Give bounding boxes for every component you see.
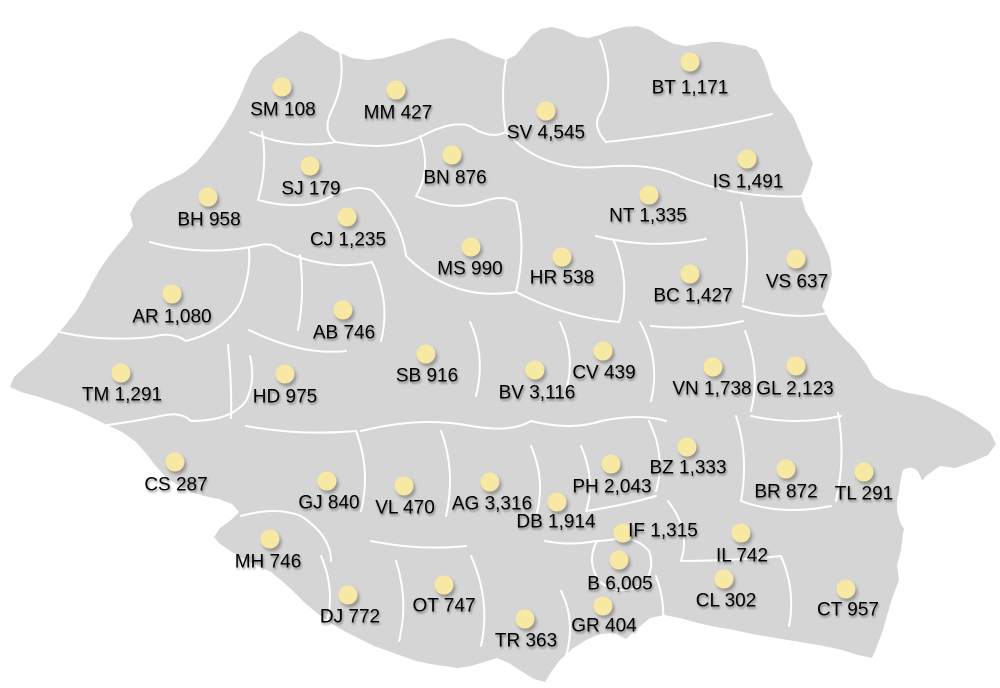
county-label: SV 4,545 <box>506 122 586 144</box>
county-marker-dot[interactable] <box>198 187 218 207</box>
coastal-lagoons <box>896 467 925 560</box>
county-label: BC 1,427 <box>653 285 733 307</box>
county-label: GJ 840 <box>298 492 360 514</box>
county-marker-dot[interactable] <box>338 585 358 605</box>
county-label: VS 637 <box>765 271 829 293</box>
county-marker-dot[interactable] <box>703 357 723 377</box>
county-marker-dot[interactable] <box>776 459 796 479</box>
county-label: MS 990 <box>437 258 503 280</box>
county-marker-dot[interactable] <box>737 149 757 169</box>
county-label: HR 538 <box>529 267 595 289</box>
county-label: DJ 772 <box>319 606 381 628</box>
county-marker-dot[interactable] <box>317 471 337 491</box>
county-marker-dot[interactable] <box>272 77 292 97</box>
county-label: BV 3,116 <box>498 382 576 404</box>
county-marker-dot[interactable] <box>111 363 131 383</box>
county-marker-dot[interactable] <box>300 156 320 176</box>
county-label: AB 746 <box>312 322 376 344</box>
county-borders-north <box>149 39 833 323</box>
county-marker-dot[interactable] <box>593 596 613 616</box>
county-marker-dot[interactable] <box>525 360 545 380</box>
map-land <box>10 26 996 682</box>
county-marker-dot[interactable] <box>680 52 700 72</box>
county-label: OT 747 <box>412 595 476 617</box>
county-marker-dot[interactable] <box>442 145 462 165</box>
county-marker-dot[interactable] <box>480 472 500 492</box>
county-marker-dot[interactable] <box>165 452 185 472</box>
county-label: SM 108 <box>250 99 316 121</box>
county-marker-dot[interactable] <box>260 529 280 549</box>
county-marker-dot[interactable] <box>593 341 613 361</box>
county-label: GL 2,123 <box>756 378 834 400</box>
county-marker-dot[interactable] <box>547 492 567 512</box>
county-marker-dot[interactable] <box>416 344 436 364</box>
county-marker-dot[interactable] <box>601 454 621 474</box>
county-label: BR 872 <box>754 481 818 503</box>
county-label: GR 404 <box>571 615 637 637</box>
county-label: CL 302 <box>695 590 757 612</box>
county-label: B 6,005 <box>587 573 653 595</box>
county-label: CS 287 <box>144 474 208 496</box>
county-label: IL 742 <box>715 545 769 567</box>
county-label: AG 3,316 <box>451 493 533 515</box>
county-marker-dot[interactable] <box>337 207 357 227</box>
county-label: SB 916 <box>395 365 459 387</box>
county-marker-dot[interactable] <box>836 579 856 599</box>
county-marker-dot[interactable] <box>461 237 481 257</box>
county-marker-dot[interactable] <box>386 80 406 100</box>
county-label: CV 439 <box>572 362 636 384</box>
county-marker-dot[interactable] <box>609 550 629 570</box>
county-label: TL 291 <box>834 483 894 505</box>
county-marker-dot[interactable] <box>786 356 806 376</box>
county-label: TM 1,291 <box>81 384 163 406</box>
county-label: NT 1,335 <box>609 205 687 227</box>
county-label: IS 1,491 <box>712 171 784 193</box>
county-marker-dot[interactable] <box>613 523 633 543</box>
county-marker-dot[interactable] <box>786 249 806 269</box>
county-label: TR 363 <box>494 630 558 652</box>
county-marker-dot[interactable] <box>515 609 535 629</box>
county-label: VN 1,738 <box>672 378 752 400</box>
county-label: DB 1,914 <box>516 511 596 533</box>
county-borders-central <box>54 248 756 562</box>
county-marker-dot[interactable] <box>639 185 659 205</box>
county-label: AR 1,080 <box>132 306 212 328</box>
county-label: PH 2,043 <box>572 476 652 498</box>
county-marker-dot[interactable] <box>536 101 556 121</box>
county-label: BZ 1,333 <box>649 457 727 479</box>
county-label: MM 427 <box>363 102 433 124</box>
county-label: MH 746 <box>234 551 302 573</box>
county-label: VL 470 <box>375 497 435 519</box>
county-marker-dot[interactable] <box>714 569 734 589</box>
county-label: HD 975 <box>252 386 318 408</box>
county-marker-dot[interactable] <box>680 264 700 284</box>
county-label: BT 1,171 <box>651 77 729 99</box>
county-label: BN 876 <box>423 167 487 189</box>
county-marker-dot[interactable] <box>731 523 751 543</box>
county-marker-dot[interactable] <box>677 437 697 457</box>
county-marker-dot[interactable] <box>394 476 414 496</box>
county-label: CJ 1,235 <box>309 229 387 251</box>
county-label: BH 958 <box>177 209 241 231</box>
county-marker-dot[interactable] <box>162 284 182 304</box>
county-marker-dot[interactable] <box>552 247 572 267</box>
county-marker-dot[interactable] <box>434 575 454 595</box>
county-label: IF 1,315 <box>628 520 698 542</box>
county-marker-dot[interactable] <box>333 300 353 320</box>
county-borders <box>54 39 843 657</box>
county-marker-dot[interactable] <box>275 364 295 384</box>
county-borders-south <box>320 412 843 657</box>
county-marker-dot[interactable] <box>854 462 874 482</box>
county-label: SJ 179 <box>281 178 341 200</box>
county-label: CT 957 <box>817 599 879 621</box>
